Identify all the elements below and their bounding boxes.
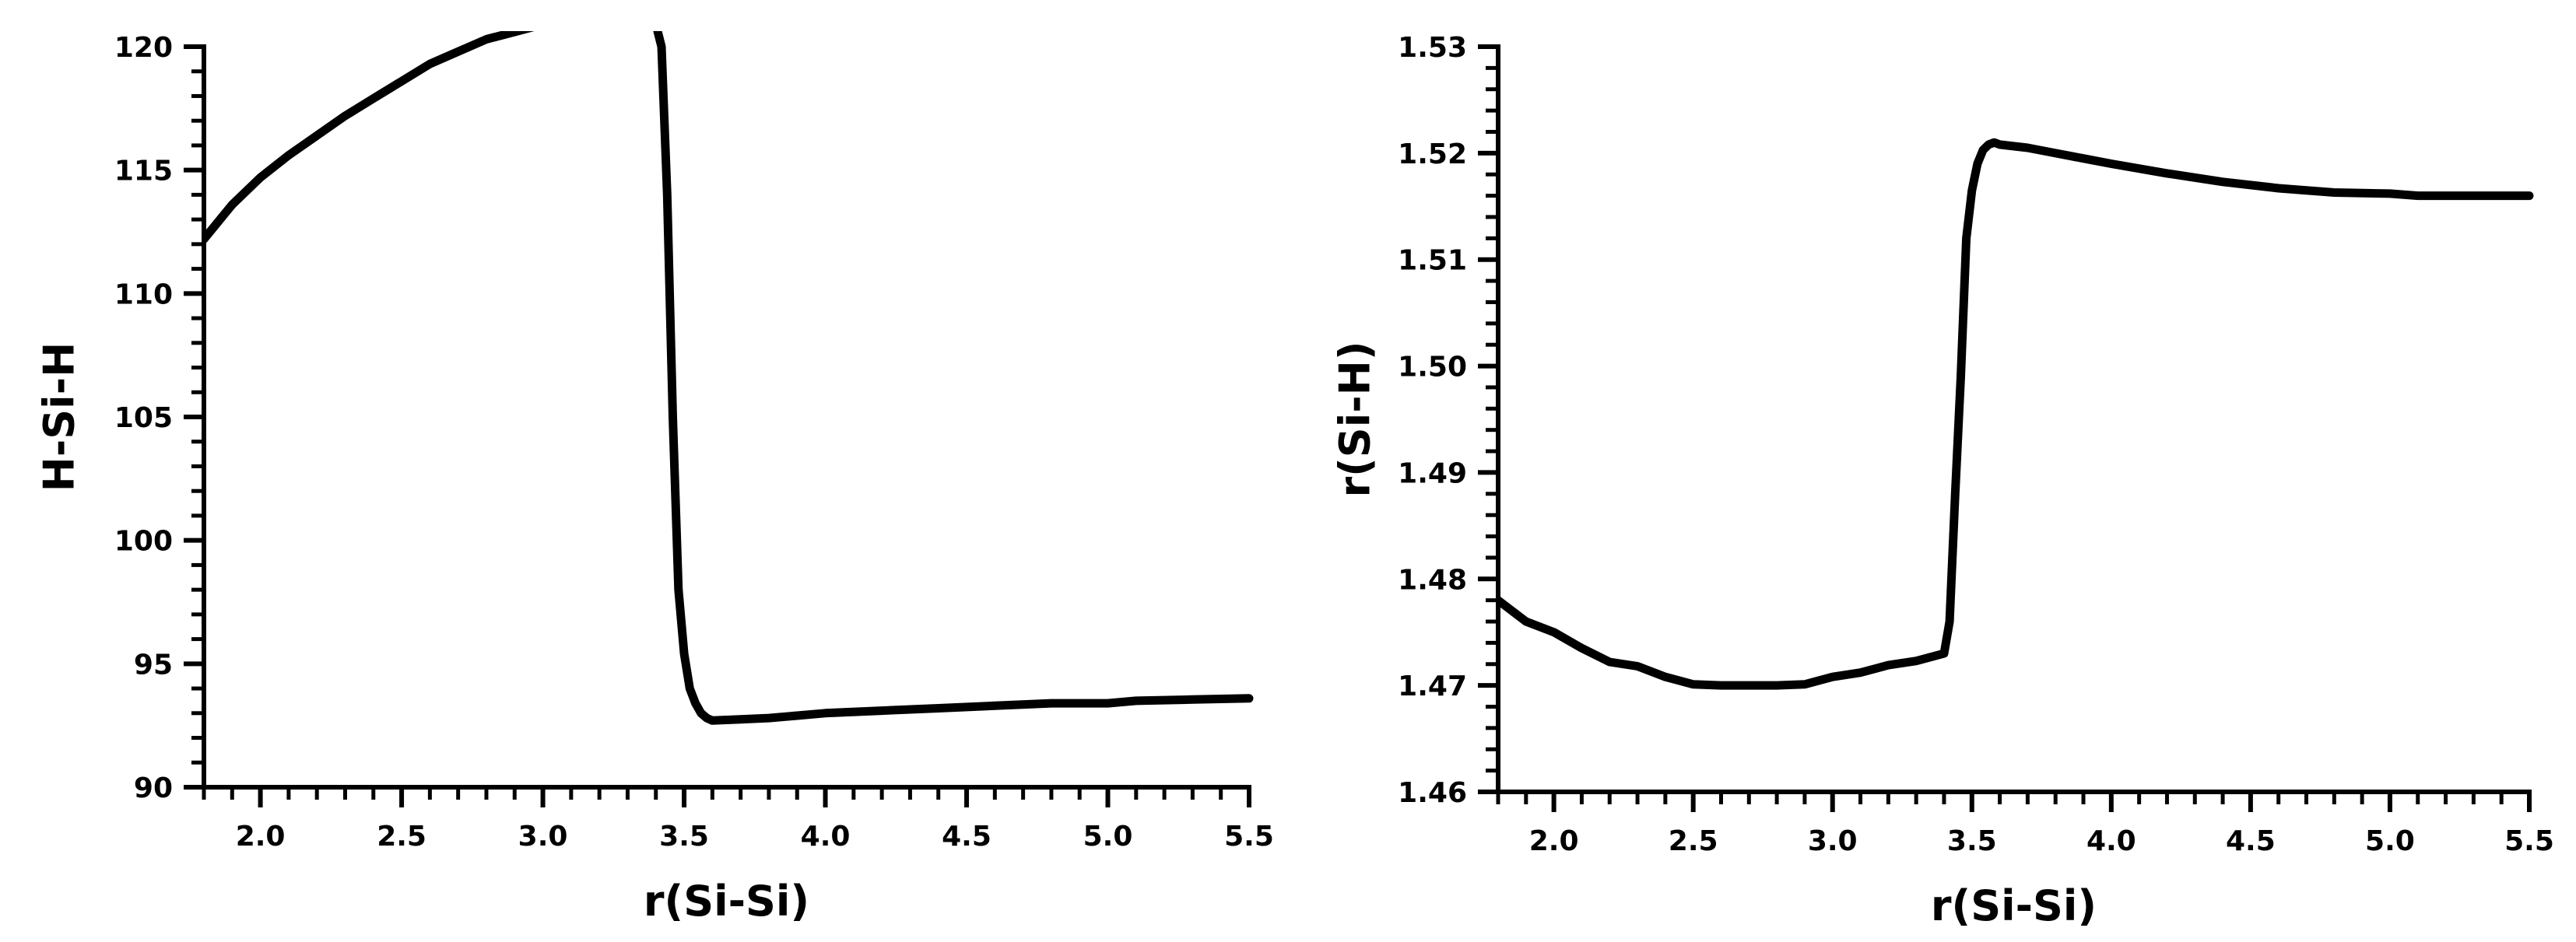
- x-tick-label: 3.5: [659, 821, 709, 853]
- y-tick-label: 1.50: [1398, 352, 1467, 383]
- y-tick-label: 1.51: [1398, 245, 1467, 277]
- y-tick-label: 1.52: [1398, 138, 1467, 170]
- x-tick-label: 2.5: [377, 821, 426, 853]
- plot-1-tick-labels: 1.46 1.47 1.48 1.49 1.50 1.51 1.52 1.53 2.0 2.5 3.…: [1398, 32, 2554, 857]
- x-tick-label: 4.5: [942, 821, 991, 853]
- plot-1-ticks: [1478, 44, 2532, 812]
- plot-1-x-axis-label: r(Si-Si): [1931, 881, 2097, 930]
- plot-1-y-axis-label: r(Si-H): [1331, 341, 1380, 498]
- plot-0-series-line: [204, 31, 1254, 725]
- x-tick-label: 2.0: [1529, 825, 1579, 857]
- y-tick-label: 95: [134, 649, 173, 681]
- plot-r-si-h: 1.46 1.47 1.48 1.49 1.50 1.51 1.52 1.53 2.0 2.5 3.…: [1331, 32, 2554, 930]
- x-tick-label: 5.0: [2365, 825, 2415, 857]
- x-tick-label: 4.5: [2226, 825, 2276, 857]
- y-tick-label: 105: [114, 402, 173, 434]
- x-tick-label: 4.0: [801, 821, 851, 853]
- x-tick-label: 4.0: [2086, 825, 2136, 857]
- plot-0-y-axis-label: H-Si-H: [35, 342, 84, 492]
- y-tick-label: 1.47: [1398, 671, 1467, 702]
- plot-0-tick-labels: 90 95 100 105 110 115 120 2.0 2.5 3.0 3.5 4.0 4.5 5.0…: [114, 32, 1274, 853]
- x-tick-label: 5.5: [2504, 825, 2554, 857]
- plot-h-si-h: 90 95 100 105 110 115 120 2.0 2.5 3.0 3.5 4.0 4.5 5.0…: [35, 31, 1274, 926]
- x-tick-label: 3.0: [1808, 825, 1858, 857]
- x-tick-label: 3.5: [1947, 825, 1997, 857]
- x-tick-label: 5.0: [1083, 821, 1133, 853]
- y-tick-label: 1.48: [1398, 564, 1467, 596]
- y-tick-label: 1.49: [1398, 457, 1467, 489]
- x-tick-label: 3.0: [518, 821, 568, 853]
- y-tick-label: 1.46: [1398, 777, 1467, 809]
- plot-1-series-line: [1498, 138, 2534, 690]
- plot-0-x-axis-label: r(Si-Si): [644, 877, 809, 926]
- x-tick-label: 2.0: [236, 821, 286, 853]
- y-tick-label: 115: [114, 156, 173, 187]
- y-tick-label: 100: [114, 526, 173, 558]
- y-tick-label: 90: [134, 772, 173, 804]
- x-tick-label: 5.5: [1224, 821, 1274, 853]
- y-tick-label: 110: [114, 278, 173, 310]
- y-tick-label: 1.53: [1398, 32, 1467, 64]
- x-tick-label: 2.5: [1669, 825, 1718, 857]
- y-tick-label: 120: [114, 32, 173, 64]
